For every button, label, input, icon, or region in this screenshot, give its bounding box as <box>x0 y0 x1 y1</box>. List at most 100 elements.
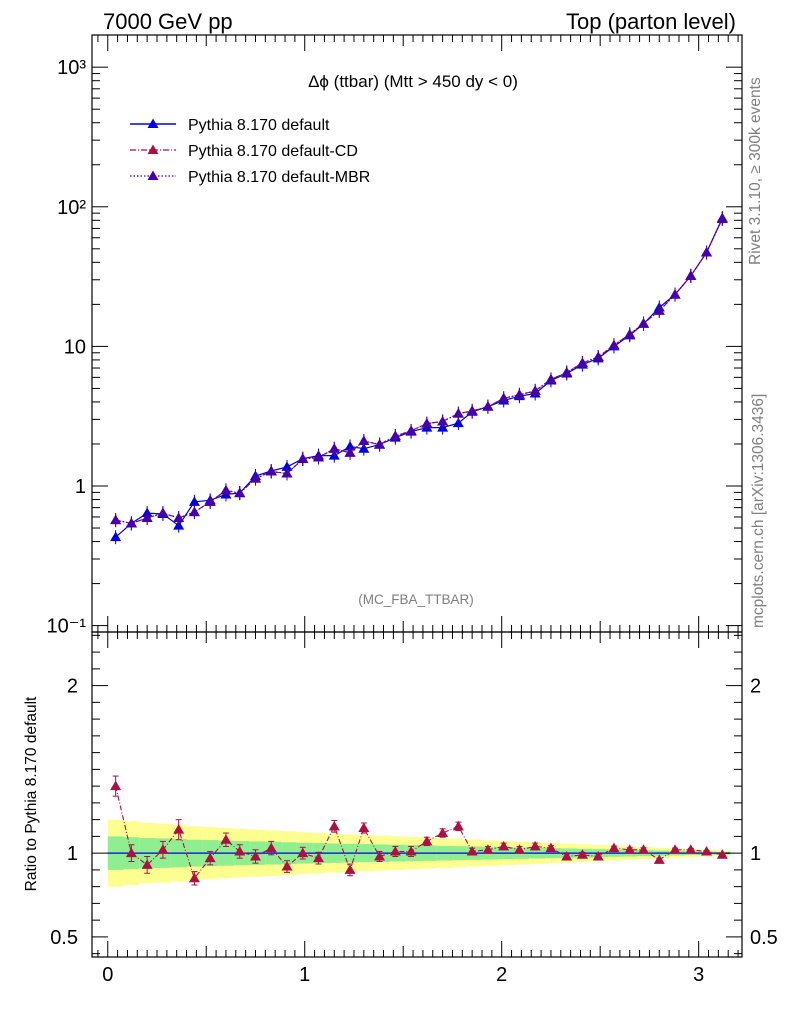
legend-entry-default: Pythia 8.170 default <box>130 117 330 134</box>
series-point <box>561 367 573 377</box>
series-point <box>313 452 325 462</box>
series-point <box>685 270 697 280</box>
ratio-y-tick-label-right: 0.5 <box>750 927 778 949</box>
ratio-series-group <box>110 775 728 886</box>
ratio-point <box>234 845 246 856</box>
series-point <box>110 531 122 542</box>
ratio-point <box>653 854 665 864</box>
series-point <box>545 373 557 384</box>
ratio-point <box>125 847 137 858</box>
ratio-point <box>220 834 232 844</box>
ratio-axis-ticks: 0 1 2 3 0.5 0.5 1 1 2 2 <box>50 632 778 986</box>
ratio-point <box>466 845 478 856</box>
series-point <box>344 447 356 457</box>
ratio-point <box>669 844 681 854</box>
series-point <box>157 507 169 518</box>
ratio-frame <box>91 631 743 958</box>
ratio-point <box>358 822 370 833</box>
header-left: 7000 GeV pp <box>103 9 233 34</box>
ratio-point <box>374 850 386 861</box>
ratio-point <box>701 845 713 856</box>
series-point <box>141 512 153 522</box>
x-tick-label: 0 <box>102 964 113 986</box>
series-point <box>716 213 728 223</box>
series-point <box>466 405 478 415</box>
ratio-point <box>592 850 604 861</box>
legend-label-mbr: Pythia 8.170 default-MBR <box>188 169 370 186</box>
series-line <box>115 217 723 538</box>
main-panel: 10⁻¹ 1 10 10² 10³ Δϕ (ttbar) (Mtt > 450 dy <… <box>47 34 743 638</box>
series-point <box>110 514 122 525</box>
ratio-ylabel: Ratio to Pythia 8.170 default <box>23 696 40 891</box>
series-point <box>437 415 449 426</box>
ratio-point <box>405 845 417 856</box>
legend-entry-cd: Pythia 8.170 default-CD <box>130 143 358 160</box>
ratio-series-line <box>115 785 723 880</box>
series-point <box>482 401 494 411</box>
series-point <box>576 357 588 368</box>
y-tick-label: 10⁻¹ <box>47 616 87 638</box>
ratio-point <box>638 844 650 854</box>
ratio-point <box>141 859 153 869</box>
ratio-point <box>188 872 200 883</box>
series-line <box>115 218 723 525</box>
ratio-point <box>608 842 620 853</box>
ratio-point <box>716 849 728 859</box>
series-point <box>653 305 665 315</box>
series-point <box>669 289 681 299</box>
ratio-point <box>249 850 261 861</box>
ratio-point <box>281 861 293 871</box>
series-2 <box>110 211 728 531</box>
ratio-point <box>344 864 356 874</box>
series-point <box>297 453 309 464</box>
series-0 <box>110 211 728 545</box>
ratio-y-tick-label-right: 2 <box>750 676 761 698</box>
ratio-point <box>624 844 636 854</box>
ratio-point <box>498 840 510 851</box>
x-tick-label: 3 <box>693 964 704 986</box>
ratio-point <box>529 840 541 851</box>
series-point <box>358 435 370 446</box>
ratio-point <box>561 850 573 861</box>
x-tick-label: 1 <box>299 964 310 986</box>
series-point <box>125 517 137 528</box>
series-point <box>592 351 604 361</box>
side-text-upper: Rivet 3.1.10, ≥ 300k events <box>747 77 764 265</box>
ratio-point <box>452 820 464 831</box>
legend-marker-default <box>147 118 159 128</box>
y-tick-label: 10 <box>64 336 86 358</box>
ratio-y-tick-label-right: 1 <box>750 843 761 865</box>
series-line <box>115 218 723 525</box>
series-1 <box>110 211 728 531</box>
ratio-point <box>513 844 525 854</box>
series-point <box>529 385 541 395</box>
ratio-point <box>297 847 309 858</box>
series-point <box>234 487 246 498</box>
series-point <box>281 467 293 478</box>
series-point <box>281 461 293 471</box>
ratio-y-tick-label-left: 2 <box>67 676 78 698</box>
main-axis-ticks: 10⁻¹ 1 10 10² 10³ <box>47 35 742 638</box>
series-point <box>513 389 525 399</box>
ratio-point <box>482 844 494 854</box>
x-tick-label: 2 <box>496 964 507 986</box>
series-point <box>265 466 277 476</box>
ratio-y-tick-label-left: 0.5 <box>50 927 78 949</box>
legend-label-cd: Pythia 8.170 default-CD <box>188 143 358 160</box>
legend: Pythia 8.170 default Pythia 8.170 defaul… <box>130 117 370 186</box>
series-point <box>173 512 185 522</box>
ratio-reference-band <box>107 819 731 887</box>
legend-marker-mbr <box>147 170 159 180</box>
ratio-point <box>389 845 401 856</box>
series-point <box>498 392 510 403</box>
main-series-group <box>110 211 728 545</box>
ratio-point <box>313 852 325 863</box>
ratio-point <box>110 780 122 791</box>
y-tick-label: 10³ <box>57 57 86 79</box>
header-right: Top (parton level) <box>566 9 736 34</box>
ratio-point <box>173 824 185 834</box>
ratio-point <box>576 849 588 859</box>
series-point <box>638 317 650 328</box>
legend-label-default: Pythia 8.170 default <box>188 117 330 134</box>
ratio-point <box>204 852 216 863</box>
